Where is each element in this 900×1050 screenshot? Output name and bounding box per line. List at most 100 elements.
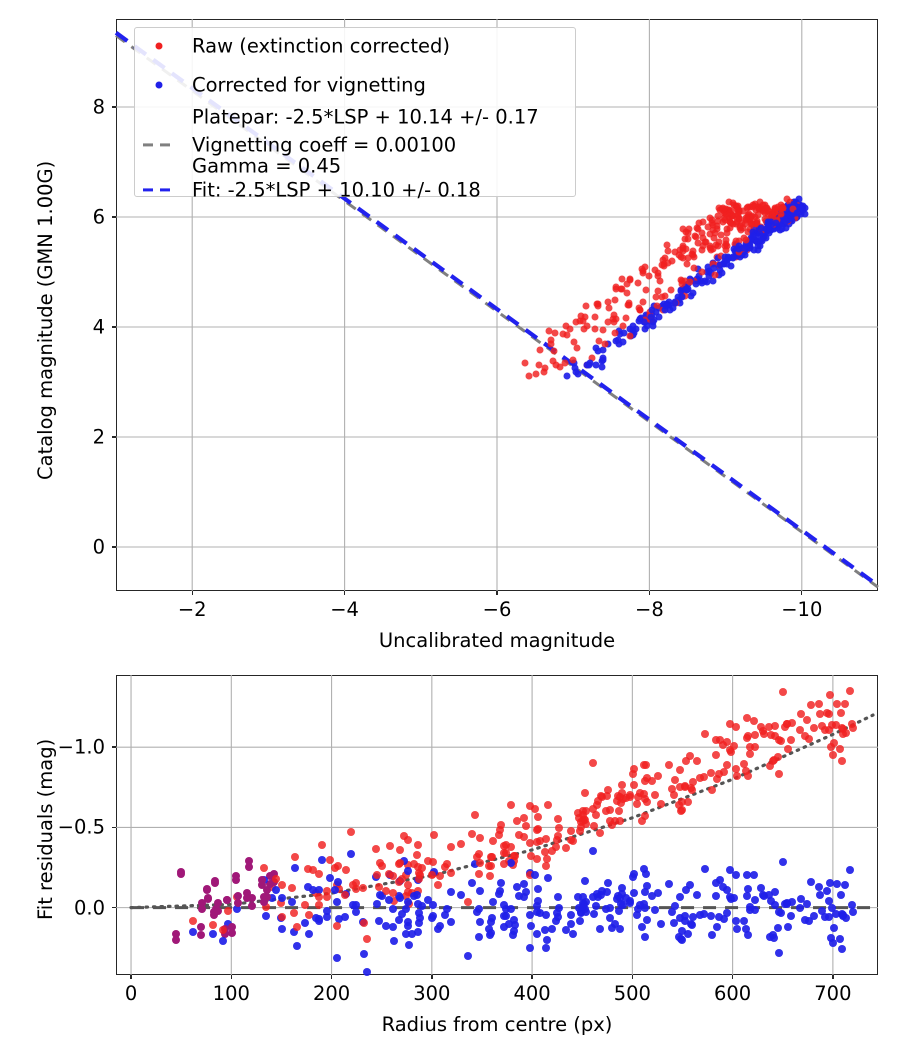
residual-point-raw bbox=[750, 743, 759, 752]
bottom-xtick-label: 300 bbox=[413, 982, 451, 1005]
residual-point-raw bbox=[468, 829, 477, 838]
residual-point-corrected bbox=[526, 911, 535, 920]
residual-point-corrected bbox=[700, 909, 708, 918]
residual-point-raw bbox=[228, 922, 237, 931]
data-point-raw bbox=[714, 217, 722, 225]
residual-point-corrected bbox=[684, 929, 693, 938]
residual-point-corrected bbox=[744, 930, 753, 939]
data-point-raw bbox=[682, 228, 690, 236]
residual-point-corrected bbox=[278, 894, 287, 903]
residual-point-corrected bbox=[726, 865, 735, 874]
residual-point-corrected bbox=[634, 905, 643, 914]
data-point-raw bbox=[706, 242, 714, 250]
residual-point-raw bbox=[841, 729, 850, 738]
residual-point-raw bbox=[561, 843, 570, 852]
data-point-corrected bbox=[563, 372, 571, 380]
residual-point-corrected bbox=[261, 912, 270, 921]
data-point-raw bbox=[698, 268, 706, 276]
residual-point-corrected bbox=[553, 893, 562, 902]
data-point-raw bbox=[723, 229, 731, 237]
residual-point-corrected bbox=[196, 931, 205, 940]
data-point-corrected bbox=[649, 322, 657, 330]
residual-point-raw bbox=[289, 909, 298, 918]
residual-point-corrected bbox=[373, 899, 382, 908]
residual-point-corrected bbox=[825, 913, 834, 922]
residual-point-raw bbox=[778, 688, 787, 697]
legend-label: Platepar: -2.5*LSP + 10.14 +/- 0.17 bbox=[192, 105, 539, 129]
residual-point-corrected bbox=[340, 912, 349, 921]
residual-point-corrected bbox=[414, 908, 423, 917]
residual-point-raw bbox=[376, 859, 385, 868]
residual-point-raw bbox=[841, 700, 850, 709]
residual-point-raw bbox=[638, 816, 647, 825]
residual-point-corrected bbox=[675, 893, 684, 902]
residual-point-corrected bbox=[542, 910, 551, 919]
residual-point-corrected bbox=[745, 906, 754, 915]
residual-point-raw bbox=[499, 842, 508, 851]
residual-point-corrected bbox=[821, 913, 830, 922]
residual-point-corrected bbox=[514, 892, 523, 901]
residual-point-raw bbox=[774, 752, 783, 761]
data-point-raw bbox=[547, 336, 555, 344]
residual-point-raw bbox=[589, 822, 598, 831]
top-xtick-label: −4 bbox=[330, 598, 359, 621]
data-point-raw bbox=[690, 264, 698, 272]
residual-point-raw bbox=[605, 817, 614, 826]
residual-point-raw bbox=[258, 875, 267, 884]
data-point-corrected bbox=[752, 235, 760, 243]
residual-point-corrected bbox=[778, 857, 787, 866]
residual-point-corrected bbox=[576, 908, 585, 917]
data-point-raw bbox=[521, 359, 529, 367]
residual-point-raw bbox=[668, 784, 677, 793]
data-point-raw bbox=[744, 228, 752, 236]
residual-point-raw bbox=[291, 853, 300, 862]
residual-point-corrected bbox=[828, 903, 837, 912]
data-point-raw bbox=[791, 214, 799, 222]
data-point-corrected bbox=[676, 299, 684, 307]
residual-point-raw bbox=[838, 757, 847, 766]
data-point-raw bbox=[599, 326, 607, 334]
data-point-corrected bbox=[760, 233, 768, 241]
data-point-corrected bbox=[790, 200, 798, 208]
data-point-corrected bbox=[632, 325, 640, 333]
magnitude-calibration-panel: −2 −4 −6 −8 −10 0 2 4 6 8 Uncalibrated magnitude … bbox=[34, 19, 880, 652]
residual-point-raw bbox=[630, 781, 639, 790]
residual-point-corrected bbox=[749, 870, 758, 879]
data-point-raw bbox=[698, 229, 706, 237]
residual-point-raw bbox=[629, 765, 638, 774]
residual-point-corrected bbox=[569, 930, 578, 938]
data-point-raw bbox=[731, 240, 739, 248]
residual-point-raw bbox=[430, 831, 439, 840]
residual-point-raw bbox=[816, 710, 825, 719]
data-point-corrected bbox=[694, 265, 701, 273]
residual-point-raw bbox=[260, 893, 269, 902]
residual-point-raw bbox=[553, 835, 562, 844]
data-point-raw bbox=[723, 242, 731, 250]
data-point-corrected bbox=[648, 306, 656, 314]
residual-point-raw bbox=[269, 870, 278, 878]
residual-point-corrected bbox=[403, 917, 412, 926]
residual-point-corrected bbox=[248, 901, 257, 910]
residual-point-raw bbox=[243, 889, 252, 898]
residual-point-corrected bbox=[463, 951, 472, 960]
residual-point-raw bbox=[701, 729, 710, 738]
residual-point-corrected bbox=[642, 916, 651, 925]
residual-point-raw bbox=[413, 863, 422, 871]
data-point-raw bbox=[664, 259, 672, 267]
residual-point-raw bbox=[611, 816, 620, 825]
data-point-corrected bbox=[721, 253, 729, 261]
bottom-xtick bbox=[431, 975, 433, 979]
data-point-raw bbox=[722, 236, 730, 244]
residual-point-corrected bbox=[638, 923, 647, 931]
residual-point-raw bbox=[617, 781, 626, 790]
residual-point-corrected bbox=[223, 895, 232, 904]
data-point-corrected bbox=[749, 232, 757, 240]
residual-point-corrected bbox=[513, 882, 522, 891]
residual-point-raw bbox=[248, 894, 257, 903]
residual-point-raw bbox=[219, 926, 228, 935]
data-point-corrected bbox=[793, 209, 801, 217]
top-ytick-label: 4 bbox=[92, 315, 105, 339]
residual-point-corrected bbox=[322, 913, 331, 922]
residual-point-corrected bbox=[394, 916, 403, 925]
legend-marker-dot bbox=[155, 81, 163, 89]
